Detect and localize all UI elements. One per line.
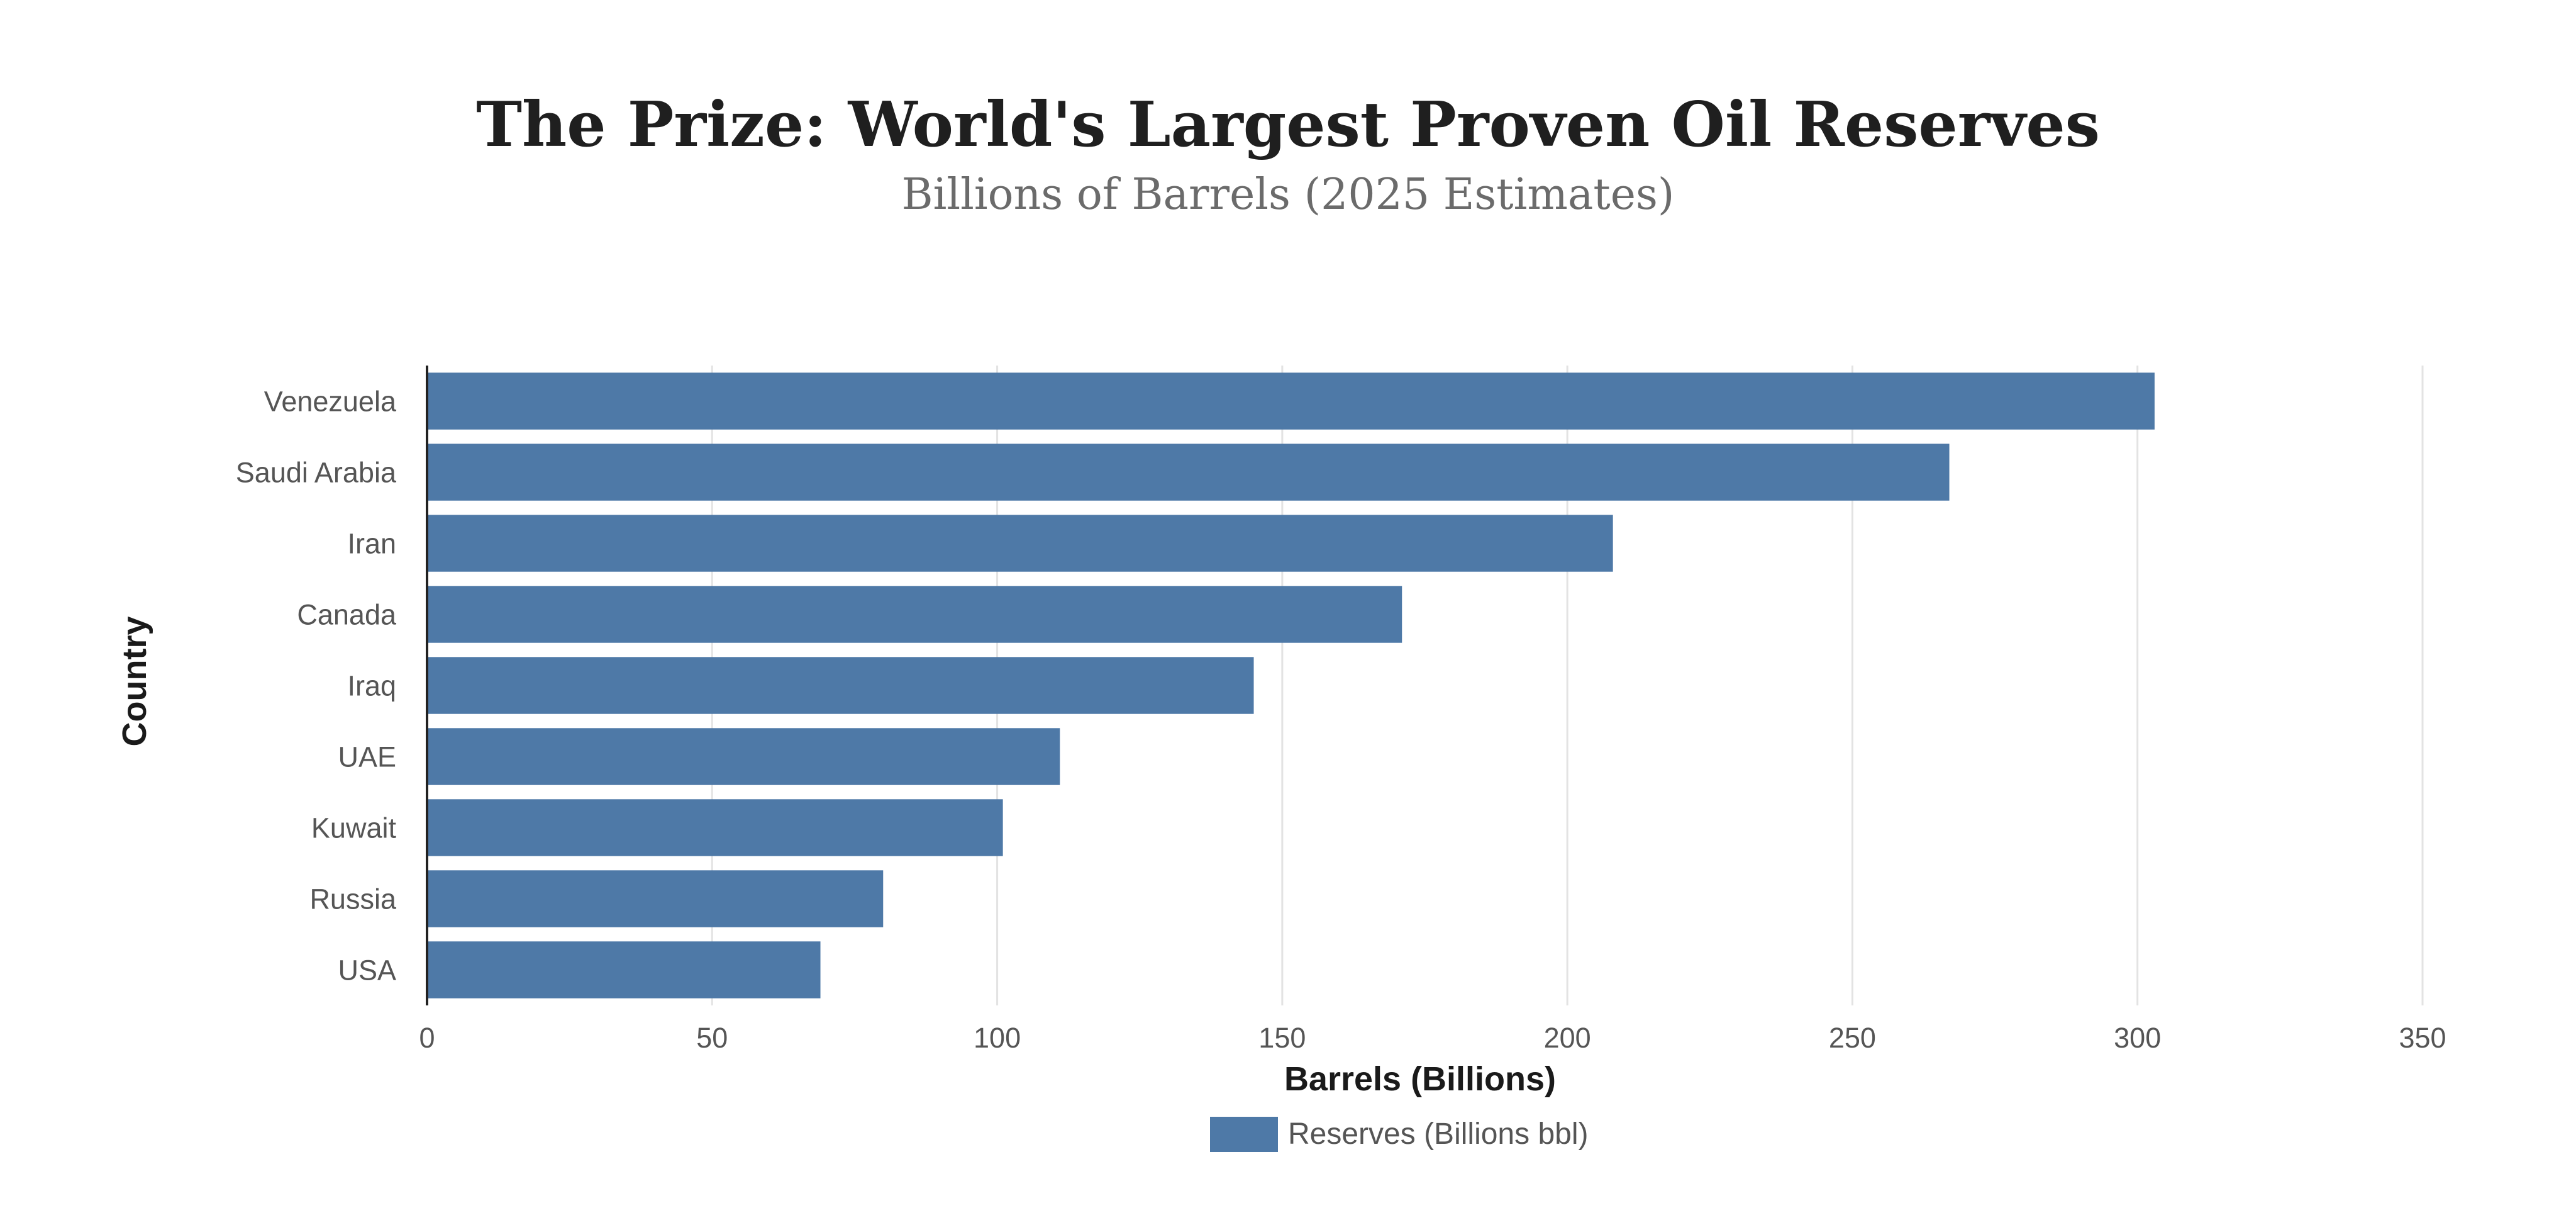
x-tick-label-100: 100 [974,1022,1021,1054]
y-tick-label-canada: Canada [297,599,397,631]
legend: Reserves (Billions bbl) [1210,1117,1589,1152]
y-tick-label-iraq: Iraq [347,670,396,702]
legend-label: Reserves (Billions bbl) [1288,1117,1589,1151]
x-tick-label-150: 150 [1258,1022,1306,1054]
bar-usa[interactable] [427,941,821,998]
bar-uae[interactable] [427,728,1060,785]
legend-swatch [1210,1117,1278,1152]
y-tick-label-usa: USA [338,954,396,987]
x-axis-title: Barrels (Billions) [1284,1060,1556,1098]
y-axis-title: Country [116,617,153,747]
x-tick-label-50: 50 [696,1022,728,1054]
bar-iran[interactable] [427,515,1613,572]
x-tick-labels: 0 50 100 150 200 250 300 350 [419,1022,2446,1054]
bar-saudi-arabia[interactable] [427,444,1950,501]
y-tick-label-kuwait: Kuwait [311,812,397,844]
bar-russia[interactable] [427,870,884,927]
y-tick-label-iran: Iran [347,528,396,560]
x-tick-label-250: 250 [1829,1022,1876,1054]
x-tick-label-300: 300 [2114,1022,2161,1054]
bar-venezuela[interactable] [427,372,2155,430]
x-tick-label-350: 350 [2399,1022,2446,1054]
bar-canada[interactable] [427,586,1402,643]
bars [427,372,2155,998]
chart-subtitle: Billions of Barrels (2025 Estimates) [902,170,1675,220]
y-tick-label-venezuela: Venezuela [264,386,397,418]
bar-kuwait[interactable] [427,799,1003,856]
y-tick-label-russia: Russia [309,883,397,915]
y-tick-label-uae: UAE [338,741,396,773]
y-tick-label-saudi-arabia: Saudi Arabia [236,457,397,489]
x-tick-label-200: 200 [1544,1022,1591,1054]
y-tick-labels: Venezuela Saudi Arabia Iran Canada Iraq UAE Ku… [236,386,397,987]
bar-iraq[interactable] [427,657,1254,714]
chart-title: The Prize: World's Largest Proven Oil Re… [476,89,2100,161]
x-tick-label-0: 0 [419,1022,435,1054]
